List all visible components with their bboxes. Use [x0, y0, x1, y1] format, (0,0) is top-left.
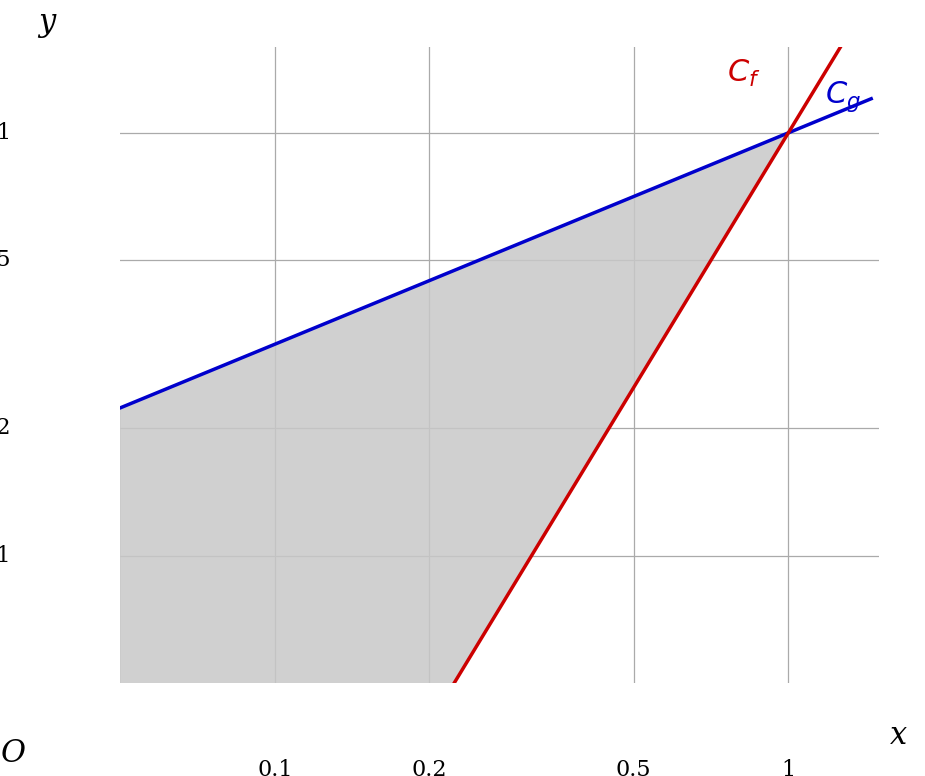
Text: 0.5: 0.5 — [616, 758, 651, 776]
Text: 0.1: 0.1 — [257, 758, 292, 776]
Text: 0.2: 0.2 — [412, 758, 447, 776]
Text: O: O — [1, 738, 26, 769]
Text: y: y — [38, 7, 56, 37]
Text: 0.5: 0.5 — [0, 249, 11, 271]
Text: $C_g$: $C_g$ — [825, 79, 861, 114]
Text: $C_f$: $C_f$ — [727, 58, 761, 89]
Text: 0.1: 0.1 — [0, 545, 11, 566]
Text: 0.2: 0.2 — [0, 417, 11, 439]
Text: 1: 1 — [782, 758, 796, 776]
Text: 1: 1 — [0, 122, 11, 144]
Text: x: x — [890, 720, 906, 751]
